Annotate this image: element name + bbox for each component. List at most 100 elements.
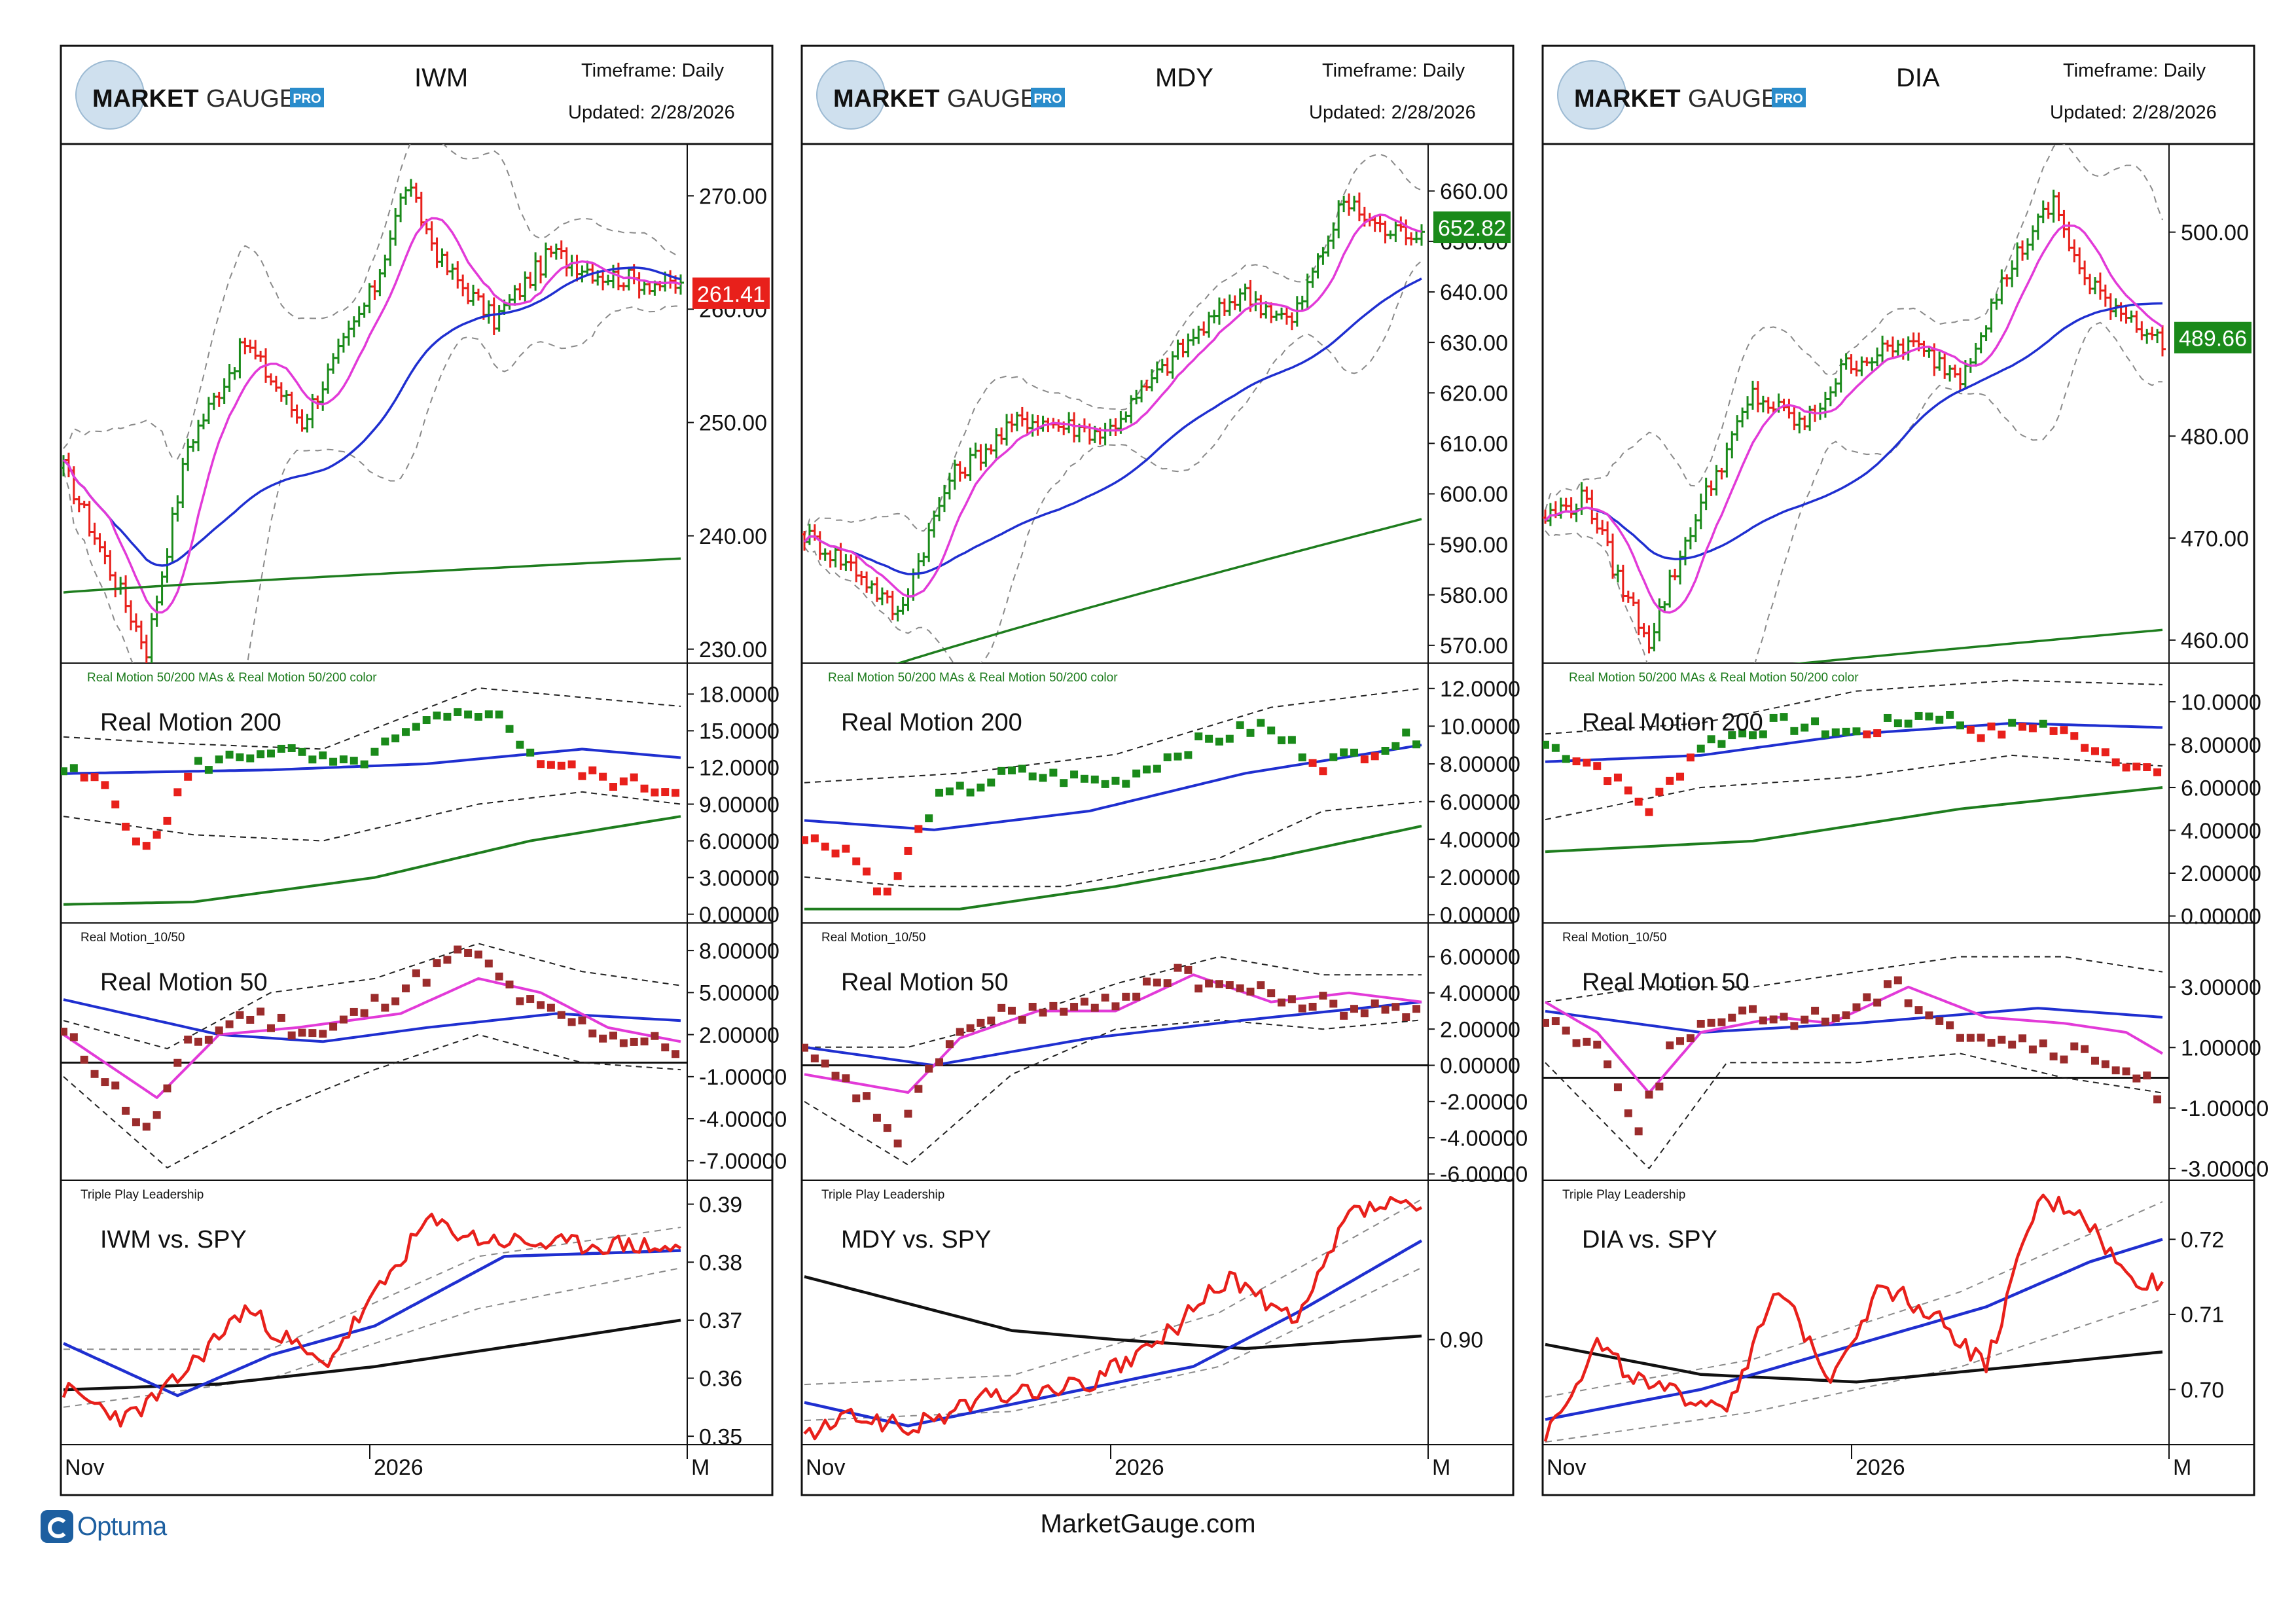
rm50-dot xyxy=(1122,992,1130,1001)
rm50-lower-band xyxy=(63,1034,681,1168)
tpl-axis-tick-label: 0.72 xyxy=(2181,1228,2224,1253)
rm200-dot xyxy=(163,816,171,825)
rm200-dot xyxy=(872,887,881,895)
rm200-dot xyxy=(1686,753,1695,762)
rm50-dot xyxy=(257,1007,265,1016)
rm50-title: Real Motion_10/50 xyxy=(81,931,185,945)
rm200-dot xyxy=(1790,727,1799,735)
rm50-dot xyxy=(609,1032,617,1040)
rm200-dot xyxy=(1873,729,1882,738)
rm50-dot xyxy=(852,1094,861,1103)
rm200-dot xyxy=(831,849,840,857)
x-axis-label: 2026 xyxy=(374,1455,423,1480)
rm200-dot xyxy=(1060,779,1068,787)
rm50-axis-tick-label: 0.00000 xyxy=(1440,1054,1520,1079)
rm200-dot xyxy=(1914,712,1923,720)
rm50-axis-tick-label: -4.00000 xyxy=(1440,1126,1528,1151)
rm200-dot xyxy=(2018,723,2027,731)
rm50-dot xyxy=(101,1078,109,1087)
rm50-dot xyxy=(1562,1026,1570,1035)
rm200-dot xyxy=(810,834,819,842)
rm50-axis-tick-label: -3.00000 xyxy=(2181,1157,2269,1182)
rm50-dot xyxy=(883,1124,891,1132)
rm50-dot xyxy=(1018,1015,1026,1024)
rm200-dot xyxy=(1246,729,1255,737)
rm200-dot xyxy=(484,710,493,719)
rm50-dot xyxy=(474,950,482,959)
rm200-dot xyxy=(152,831,161,839)
rm200-dot xyxy=(537,760,545,768)
rm200-dot xyxy=(863,867,871,876)
rm50-dot xyxy=(810,1054,819,1062)
rm200-dot xyxy=(1007,766,1016,774)
rm200-dot xyxy=(945,787,954,796)
price-axis-tick-label: 570.00 xyxy=(1440,634,1508,659)
rm200-dot xyxy=(454,708,462,716)
rm200-axis-tick-label: 6.00000 xyxy=(1440,790,1520,815)
rm50-dot xyxy=(1645,1091,1653,1099)
rm200-dot xyxy=(925,814,933,823)
rm200-dot xyxy=(1101,780,1109,788)
rm200-dot xyxy=(672,789,680,797)
rm50-axis-tick-label: -1.00000 xyxy=(2181,1096,2269,1121)
price-axis-tick-label: 470.00 xyxy=(2181,526,2249,551)
rm50-dot xyxy=(1163,979,1172,988)
rm50-dot xyxy=(443,956,452,964)
rm50-dot xyxy=(661,1043,670,1052)
rm50-dot xyxy=(1060,1007,1068,1016)
rm50-dot xyxy=(1613,1083,1622,1092)
rm200-dot xyxy=(1340,748,1348,757)
rm50-dot xyxy=(319,1030,327,1038)
rm200-dot xyxy=(2081,744,2089,752)
rm50-dot xyxy=(1184,965,1193,974)
tpl-ratio-line xyxy=(803,1195,1422,1441)
rm200-dot xyxy=(1215,737,1223,746)
rm200-axis-tick-label: 8.00000 xyxy=(1440,752,1520,777)
rm200-dot xyxy=(567,760,576,768)
bollinger-upper xyxy=(63,144,681,460)
last-price-box xyxy=(692,277,770,309)
rm50-lower-band xyxy=(804,1019,1422,1166)
rm50-dot xyxy=(2008,1040,2017,1049)
rm200-dot xyxy=(1811,717,1820,726)
x-axis-label: Nov xyxy=(65,1455,104,1480)
rm200-dot xyxy=(391,734,400,743)
rm50-dot xyxy=(1350,1005,1358,1013)
rm50-dot xyxy=(904,1110,912,1118)
rm200-dot xyxy=(474,713,482,721)
last-price-label: 652.82 xyxy=(1438,216,1506,241)
rm50-dot xyxy=(630,1038,638,1046)
rm200-dot xyxy=(1624,786,1632,795)
rm200-dot xyxy=(1613,773,1622,782)
rm200-dot xyxy=(1236,721,1244,729)
rm50-dot xyxy=(893,1139,902,1147)
logo-word-gauge: GAUGE xyxy=(1688,85,1778,113)
rm200-dot xyxy=(661,788,670,797)
rm200-axis-tick-label: 8.00000 xyxy=(2181,733,2261,758)
rm200-dot xyxy=(1278,736,1286,744)
rm200-dot xyxy=(802,836,808,844)
tpl-title: Triple Play Leadership xyxy=(1562,1188,1685,1202)
rm50-dot xyxy=(1946,1021,1954,1030)
rm200-dot xyxy=(1287,736,1296,744)
rm50-dot xyxy=(412,969,420,977)
rm200-dot xyxy=(69,764,78,772)
rm50-dot xyxy=(1811,1007,1820,1015)
rm200-dot xyxy=(443,712,452,721)
rm200-dot xyxy=(204,766,213,774)
rm200-dot xyxy=(1977,734,1985,742)
rm200-ma xyxy=(63,748,681,775)
rm50-dot xyxy=(1340,1011,1348,1020)
price-plot xyxy=(61,144,684,663)
rm50-axis-tick-label: 1.00000 xyxy=(2181,1036,2261,1060)
rm50-title: Real Motion_10/50 xyxy=(1562,931,1667,945)
rm200-axis-tick-label: 6.00000 xyxy=(699,829,780,854)
rm50-dot xyxy=(1593,1040,1602,1049)
price-axis-tick-label: 230.00 xyxy=(699,638,767,662)
rm200-dot xyxy=(1257,719,1265,727)
bollinger-lower xyxy=(804,260,1422,663)
rm50-dot xyxy=(925,1064,933,1073)
rm200-dot xyxy=(821,842,829,851)
rm50-axis-tick-label: 2.00000 xyxy=(699,1023,780,1048)
rm200-dot xyxy=(381,737,389,746)
